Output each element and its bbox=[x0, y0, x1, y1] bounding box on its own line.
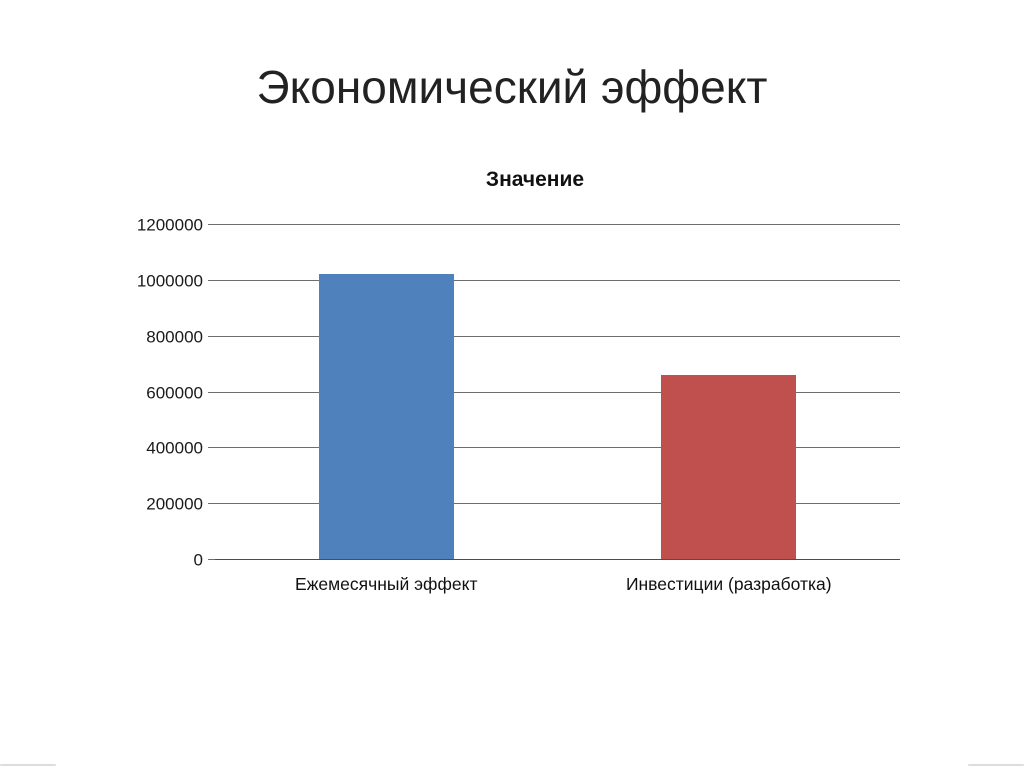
y-tick-mark bbox=[208, 559, 215, 560]
gridline bbox=[215, 503, 900, 505]
y-tick-mark bbox=[208, 335, 215, 337]
y-tick-mark bbox=[208, 447, 215, 449]
y-tick-label: 400000 bbox=[146, 438, 203, 458]
gridline bbox=[215, 279, 900, 281]
y-tick-label: 600000 bbox=[146, 383, 203, 402]
y-tick-label: 1000000 bbox=[136, 271, 203, 291]
y-tick-mark bbox=[208, 503, 215, 505]
gridline bbox=[215, 224, 900, 225]
chart-title: Значение bbox=[485, 168, 585, 191]
y-tick-label: 0 bbox=[193, 550, 203, 570]
y-tick-mark bbox=[208, 279, 215, 281]
slide-title: Экономический эффект bbox=[256, 61, 768, 113]
x-axis-line bbox=[215, 559, 900, 560]
y-tick-label: 200000 bbox=[146, 494, 203, 514]
gridline bbox=[215, 391, 900, 393]
slide-edge-left bbox=[0, 764, 56, 766]
y-tick-label: 1200000 bbox=[136, 215, 203, 235]
y-tick-label: 800000 bbox=[146, 327, 203, 347]
x-category-label: Инвестиции (разработка) bbox=[625, 574, 832, 594]
x-axis-labels: Ежемесячный эффект Инвестиции (разработка… bbox=[215, 574, 900, 595]
slide-edge-right bbox=[968, 764, 1024, 766]
x-category-label: Ежемесячный эффект bbox=[295, 574, 478, 594]
plot-area bbox=[208, 224, 900, 560]
bar-1 bbox=[318, 274, 454, 559]
y-tick-mark bbox=[208, 224, 215, 225]
y-axis: 1200000 1000000 800000 600000 400000 200000 0 bbox=[95, 217, 203, 569]
gridline bbox=[215, 447, 900, 449]
y-tick-mark bbox=[208, 391, 215, 393]
gridline bbox=[215, 335, 900, 337]
bar-2 bbox=[661, 374, 797, 559]
